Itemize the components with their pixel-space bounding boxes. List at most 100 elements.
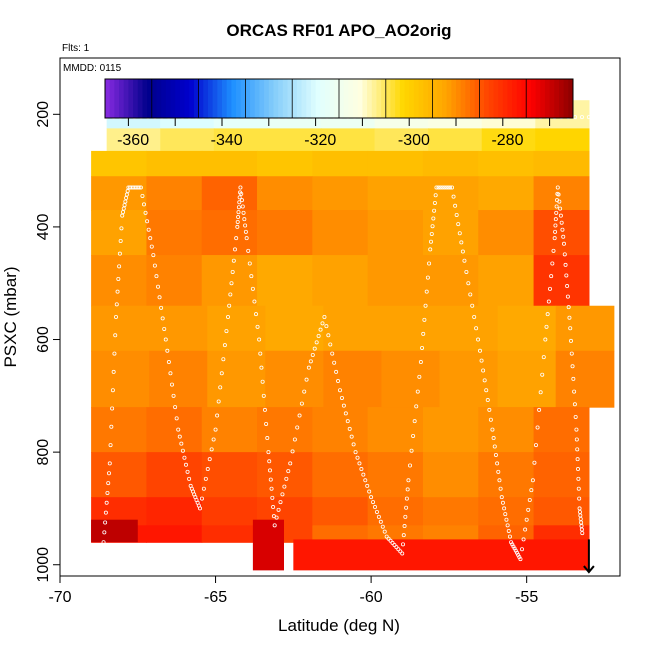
colorbar-cell [236,79,242,118]
heatmap-cell [265,305,325,352]
colorbar-cell [512,79,518,118]
track-point [345,419,350,424]
track-point [382,529,387,534]
track-point [201,486,206,491]
track-point [160,316,165,321]
heatmap-cell [91,452,148,498]
colorbar-cell [395,79,401,118]
colorbar-cell [540,79,546,118]
track-point [563,262,568,267]
track-point [396,547,401,552]
colorbar-cell [385,79,391,118]
colorbar-cell [254,79,260,118]
track-point [551,248,556,253]
heatmap-cell [323,350,383,408]
track-point [414,404,419,409]
heatmap-cell [478,255,535,307]
track-point [122,203,127,208]
track-point [371,500,376,505]
colorbar-cell [184,79,190,118]
track-point [159,305,164,310]
track-point [355,455,360,460]
track-point [207,457,212,462]
track-point [265,436,270,441]
track-point [434,185,439,190]
heatmap-cell [213,128,269,152]
track-point [228,292,233,297]
track-point [569,338,574,343]
track-point [421,331,426,336]
track-point [205,467,210,472]
track-point [140,193,145,198]
track-point [284,476,289,481]
track-point [260,379,265,384]
colorbar-cell [114,79,120,118]
track-point [422,317,427,322]
track-point [405,487,410,492]
heatmap-cell [367,525,424,543]
track-point [218,385,223,390]
track-point [553,229,558,234]
track-point [520,547,525,552]
track-point [154,274,159,279]
track-point [171,393,176,398]
track-point [286,469,291,474]
track-point [402,524,407,529]
track-point [562,241,567,246]
heatmap-cell [555,350,615,408]
track-point [297,413,302,418]
track-point [290,449,295,454]
x-tick-label: -65 [204,589,227,606]
colorbar-cell [568,79,574,118]
heatmap-cell [149,350,208,408]
track-point [497,478,502,483]
track-point [219,371,224,376]
colorbar-cell [105,79,111,118]
colorbar-tick-label: -300 [398,132,430,149]
y-tick-label: 800 [35,439,52,466]
track-point [459,240,464,245]
colorbar-cell [456,79,462,118]
track-point [504,517,509,522]
heatmap-cell [312,452,369,498]
heatmap-cell [533,210,590,256]
y-axis: 200 400 600 800 1000 [35,101,61,583]
track-point [503,512,508,517]
colorbar-cell [310,79,317,118]
colorbar-cell [147,79,153,118]
colorbar-cell [348,79,354,118]
track-point [488,417,493,422]
track-point [257,337,262,342]
track-point [243,223,248,228]
track-point [502,506,507,511]
colorbar-cell [222,79,228,118]
colorbar-cell [381,79,387,118]
track-point [145,219,150,224]
track-point [102,530,107,535]
track-point [276,507,281,512]
track-point [197,506,202,511]
track-point [268,477,273,482]
flight-track [101,115,591,562]
track-point [409,448,414,453]
track-point [123,199,128,204]
heatmap-cell [367,407,424,453]
colorbar-cell [268,79,274,118]
track-point [244,236,249,241]
track-point [367,489,372,494]
track-point [185,469,190,474]
track-point [400,551,405,556]
track-point [261,393,266,398]
colorbar-cell [301,79,307,118]
track-point [334,369,339,374]
track-point [549,274,554,279]
track-point [394,545,399,550]
track-point [490,427,495,432]
colorbar-cell [484,79,490,118]
track-point [401,533,406,538]
track-point [570,364,575,369]
track-point [110,406,115,411]
track-point [236,215,241,220]
colorbar-cell [278,79,284,118]
